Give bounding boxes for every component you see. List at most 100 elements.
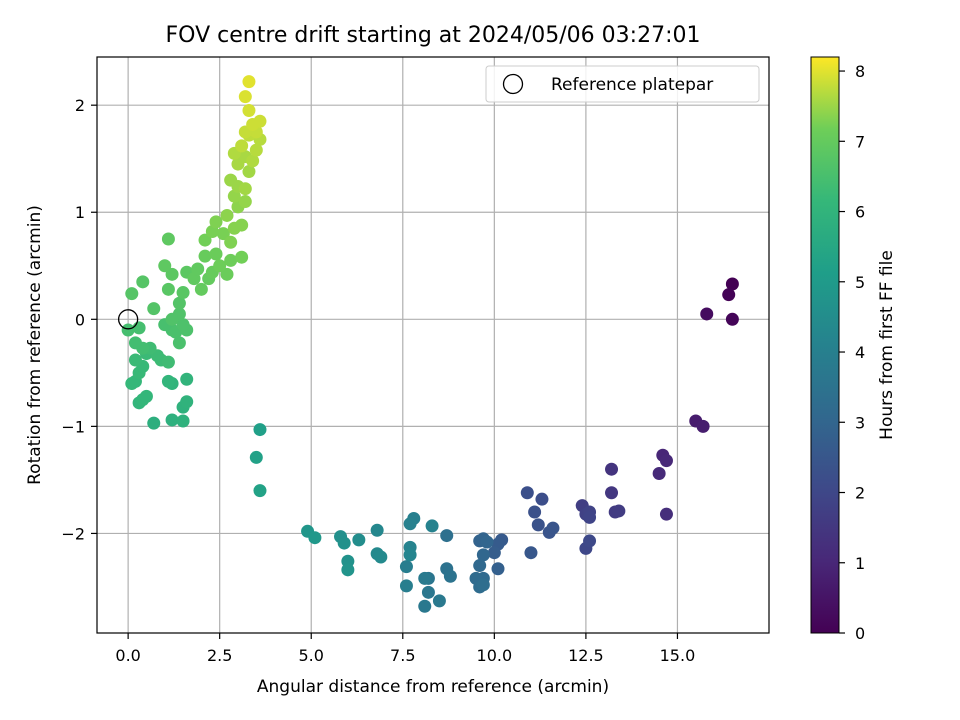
data-point — [308, 531, 322, 545]
data-point — [224, 173, 238, 187]
data-point — [176, 318, 190, 332]
data-point — [121, 323, 135, 337]
data-point — [198, 233, 212, 247]
data-point — [520, 486, 534, 500]
legend-reference-marker — [502, 73, 524, 95]
data-point — [165, 267, 179, 281]
data-point — [480, 535, 494, 549]
data-point — [341, 563, 355, 577]
data-point — [605, 486, 619, 500]
y-tick-label: 2 — [75, 96, 85, 115]
data-point — [583, 510, 597, 524]
y-tick-label: −2 — [61, 524, 85, 543]
data-point — [128, 353, 142, 367]
data-point — [198, 249, 212, 263]
data-point — [253, 484, 267, 498]
data-point — [191, 262, 205, 276]
chart-title: FOV centre drift starting at 2024/05/06 … — [166, 23, 701, 48]
colorbar-tick-label: 8 — [855, 62, 865, 81]
data-point — [425, 519, 439, 533]
data-point — [161, 355, 175, 369]
data-point — [238, 182, 252, 196]
data-point — [238, 90, 252, 104]
data-point — [253, 423, 267, 437]
data-point — [659, 507, 673, 521]
colorbar-tick-label: 2 — [855, 484, 865, 503]
reference-marker — [117, 309, 139, 330]
data-point — [399, 560, 413, 574]
data-point — [132, 321, 146, 335]
colorbar-label: Hours from first FF file — [877, 250, 897, 440]
data-point — [158, 259, 172, 273]
x-tick-label: 0.0 — [115, 646, 140, 665]
data-point — [238, 195, 252, 209]
y-tick-label: −1 — [61, 417, 85, 436]
data-point — [213, 259, 227, 273]
data-point — [696, 419, 710, 433]
data-point — [220, 267, 234, 281]
x-tick-label: 2.5 — [207, 646, 232, 665]
data-point — [224, 253, 238, 267]
data-point — [528, 505, 542, 519]
legend-label: Reference platepar — [551, 75, 713, 95]
data-point — [403, 548, 417, 562]
data-point — [147, 302, 161, 316]
data-point — [546, 521, 560, 535]
y-tick-label: 0 — [75, 310, 85, 329]
data-point — [337, 536, 351, 550]
y-axis-label: Rotation from reference (arcmin) — [25, 205, 45, 485]
data-point — [249, 450, 263, 464]
data-point — [165, 413, 179, 427]
data-point — [725, 312, 739, 326]
colorbar-tick-label: 0 — [855, 624, 865, 643]
data-point — [722, 288, 736, 302]
grid-lines — [97, 57, 769, 633]
data-point — [209, 215, 223, 229]
data-point — [128, 336, 142, 350]
data-point — [209, 247, 223, 261]
data-point — [418, 599, 432, 613]
data-point — [246, 117, 260, 131]
data-point — [403, 517, 417, 531]
x-tick-label: 12.5 — [568, 646, 604, 665]
data-point — [180, 395, 194, 409]
data-point — [147, 416, 161, 430]
data-point — [165, 312, 179, 326]
data-point — [700, 307, 714, 321]
legend: Reference platepar — [485, 65, 760, 103]
data-point — [194, 282, 208, 296]
data-points — [121, 75, 739, 613]
data-point — [399, 579, 413, 593]
data-point — [216, 227, 230, 241]
x-axis-label: Angular distance from reference (arcmin) — [257, 677, 609, 697]
data-point — [605, 462, 619, 476]
data-point — [659, 454, 673, 468]
plot-area — [96, 56, 770, 634]
colorbar: 0 1 2 3 4 5 6 7 8 Hours from first FF file — [810, 56, 897, 643]
data-point — [612, 504, 626, 518]
colorbar-tick-label: 7 — [855, 132, 865, 151]
x-axis-ticks: 0.0 2.5 5.0 7.5 10.0 12.5 15.0 — [115, 633, 695, 665]
data-point — [652, 466, 666, 480]
colorbar-tick-label: 4 — [855, 343, 865, 362]
data-point — [370, 523, 384, 537]
data-point — [421, 585, 435, 599]
data-point — [224, 235, 238, 249]
colorbar-ticks: 0 1 2 3 4 5 6 7 8 — [839, 62, 865, 643]
data-point — [535, 492, 549, 506]
data-point — [531, 518, 545, 532]
data-point — [161, 282, 175, 296]
data-point — [249, 143, 263, 157]
x-tick-label: 15.0 — [660, 646, 696, 665]
x-tick-label: 7.5 — [390, 646, 415, 665]
data-point — [242, 104, 256, 118]
colorbar-tick-label: 5 — [855, 273, 865, 292]
colorbar-tick-label: 1 — [855, 554, 865, 573]
data-point — [524, 546, 538, 560]
colorbar-gradient — [810, 56, 840, 634]
data-point — [242, 75, 256, 89]
legend-box — [485, 65, 760, 103]
y-tick-label: 1 — [75, 203, 85, 222]
data-point — [176, 286, 190, 300]
